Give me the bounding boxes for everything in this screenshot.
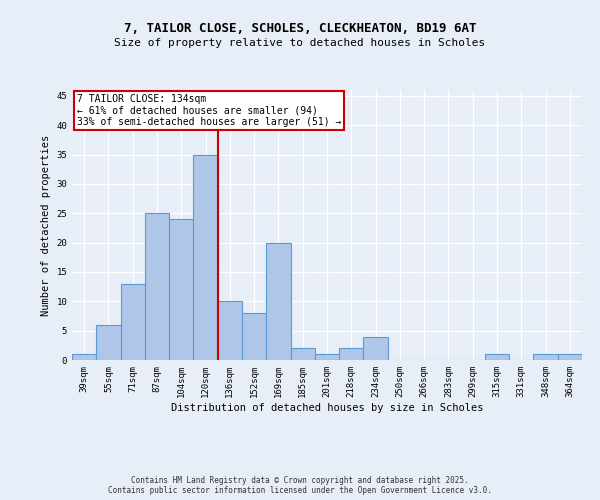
Bar xyxy=(72,354,96,360)
Bar xyxy=(121,284,145,360)
Bar xyxy=(218,302,242,360)
Bar xyxy=(96,325,121,360)
Bar xyxy=(558,354,582,360)
Bar xyxy=(266,242,290,360)
Bar xyxy=(533,354,558,360)
Bar xyxy=(169,219,193,360)
Bar xyxy=(339,348,364,360)
Bar xyxy=(364,336,388,360)
X-axis label: Distribution of detached houses by size in Scholes: Distribution of detached houses by size … xyxy=(171,402,483,412)
Bar xyxy=(193,154,218,360)
Y-axis label: Number of detached properties: Number of detached properties xyxy=(41,134,51,316)
Bar xyxy=(242,313,266,360)
Text: 7 TAILOR CLOSE: 134sqm
← 61% of detached houses are smaller (94)
33% of semi-det: 7 TAILOR CLOSE: 134sqm ← 61% of detached… xyxy=(77,94,341,127)
Bar xyxy=(485,354,509,360)
Text: Contains HM Land Registry data © Crown copyright and database right 2025.
Contai: Contains HM Land Registry data © Crown c… xyxy=(108,476,492,495)
Bar xyxy=(145,214,169,360)
Bar xyxy=(315,354,339,360)
Text: 7, TAILOR CLOSE, SCHOLES, CLECKHEATON, BD19 6AT: 7, TAILOR CLOSE, SCHOLES, CLECKHEATON, B… xyxy=(124,22,476,36)
Text: Size of property relative to detached houses in Scholes: Size of property relative to detached ho… xyxy=(115,38,485,48)
Bar xyxy=(290,348,315,360)
